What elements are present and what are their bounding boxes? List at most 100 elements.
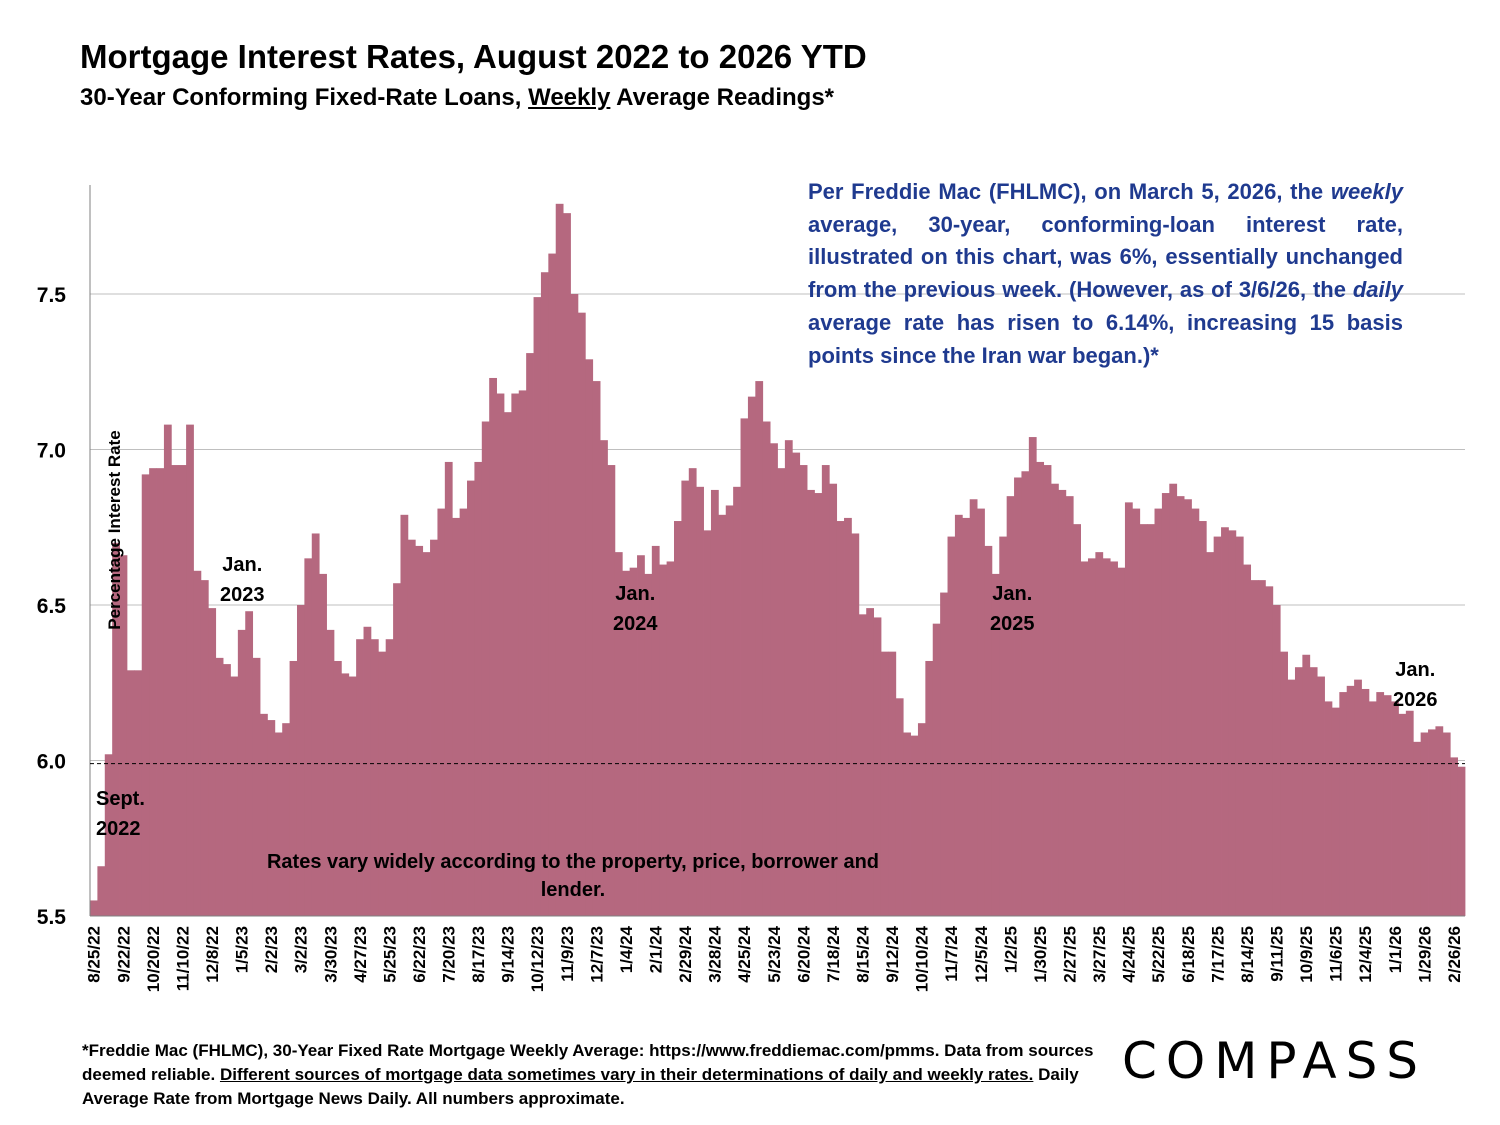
rate-bar [1457,766,1466,916]
rate-bar [940,592,948,916]
rate-bar [1147,524,1155,916]
rate-bar [348,676,357,916]
x-tick-label: 8/17/23 [469,926,488,983]
x-tick-label: 7/20/23 [440,926,459,983]
rate-bar [119,555,128,916]
x-tick-label: 10/12/23 [528,926,547,992]
rate-bar [126,670,135,916]
rate-bar [710,489,719,916]
rate-bar [1354,679,1362,916]
rate-bar [1132,508,1141,916]
x-tick-label: 6/18/25 [1179,926,1198,983]
rate-bar [223,664,231,916]
rate-bar [104,754,113,916]
rate-bar [1139,524,1148,916]
rate-bar [925,660,934,916]
rate-bar [659,564,668,916]
note-part-3: average, 30-year, conforming-loan intere… [808,211,1403,303]
rate-bar [452,517,461,916]
x-tick-label: 10/10/24 [913,925,932,992]
rate-bar [1095,552,1104,916]
rate-bar [489,377,497,917]
rate-bar [267,720,276,916]
rate-bar [747,396,756,916]
x-tick-label: 1/30/25 [1031,926,1050,983]
rate-bar [1124,502,1133,916]
rate-bar [703,530,712,916]
rate-bar [1376,692,1385,916]
footnote-source: *Freddie Mac (FHLMC), 30-Year Fixed Rate… [82,1041,1094,1084]
rate-bar [829,483,838,916]
rate-bar [1413,741,1422,916]
note-part-5: average rate has risen to 6.14%, increas… [808,309,1403,368]
rate-bar [1228,530,1237,916]
rate-bar [237,629,246,916]
x-tick-label: 2/2/23 [262,926,281,973]
rate-bar [245,611,254,916]
rate-bar [186,424,194,916]
x-tick-label: 5/25/23 [380,926,399,983]
rate-bar [437,508,446,916]
rate-bar [688,468,697,916]
footnote-underlined: Different sources of mortgage data somet… [219,1065,1034,1084]
rate-bar [230,676,239,916]
rate-bar [592,381,601,917]
annotation-line: 2022 [96,818,141,840]
rate-bar [400,514,409,916]
rate-bar [1346,685,1355,916]
annotation-line: 2025 [990,613,1035,635]
annotation-line: Jan. [992,583,1033,605]
x-tick-label: 6/22/23 [410,926,429,983]
rate-bar [644,573,653,916]
rate-bar [1309,667,1318,916]
rate-bar [1420,732,1429,916]
rate-bar [467,480,475,916]
rate-bar [503,412,512,916]
rate-bar [1280,651,1288,916]
rate-bar [407,539,416,916]
rate-bar [1014,477,1022,916]
annotation-line: Sept. [96,788,145,810]
rate-bar [1435,726,1444,916]
x-tick-label: 12/8/22 [203,926,222,983]
rate-bar [903,732,911,916]
rate-bar [1028,437,1037,916]
rate-bar [1272,605,1281,916]
rate-bar [540,272,549,917]
rate-bar [836,521,845,916]
x-tick-label: 3/2/23 [292,926,311,973]
rate-bar [1021,471,1030,916]
rate-bar [378,651,387,916]
rate-bar [622,570,631,916]
note-part-4: daily [1352,277,1403,303]
y-tick-label: 6.0 [37,751,66,774]
rate-bar [1102,558,1111,916]
rate-bar [1391,701,1399,916]
rate-bar [555,203,564,916]
rate-bar [1051,483,1059,916]
x-tick-label: 7/18/24 [824,925,843,982]
rate-bar [112,542,120,916]
rate-bar [1058,489,1067,916]
rate-bar [526,353,534,917]
x-tick-label: 10/9/25 [1297,926,1316,983]
rate-bar [770,443,778,916]
rate-bar [1036,461,1045,916]
rate-bar [149,468,157,916]
y-tick-label: 7.0 [37,440,66,463]
x-tick-label: 1/2/25 [1001,926,1020,973]
freddie-mac-note: Per Freddie Mac (FHLMC), on March 5, 202… [808,176,1403,372]
rate-bar [681,480,690,916]
x-tick-label: 12/5/24 [972,925,991,982]
rate-bar [614,552,623,916]
rate-bar [563,213,571,916]
rate-bar [607,465,616,916]
rate-bar [1368,701,1377,916]
rate-bar [1331,707,1340,916]
rate-bar [274,732,283,916]
subtitle-text-end: Average Readings* [610,84,835,111]
rate-bar [326,629,335,916]
x-tick-label: 9/12/24 [883,925,902,982]
x-tick-label: 11/7/24 [942,925,961,981]
